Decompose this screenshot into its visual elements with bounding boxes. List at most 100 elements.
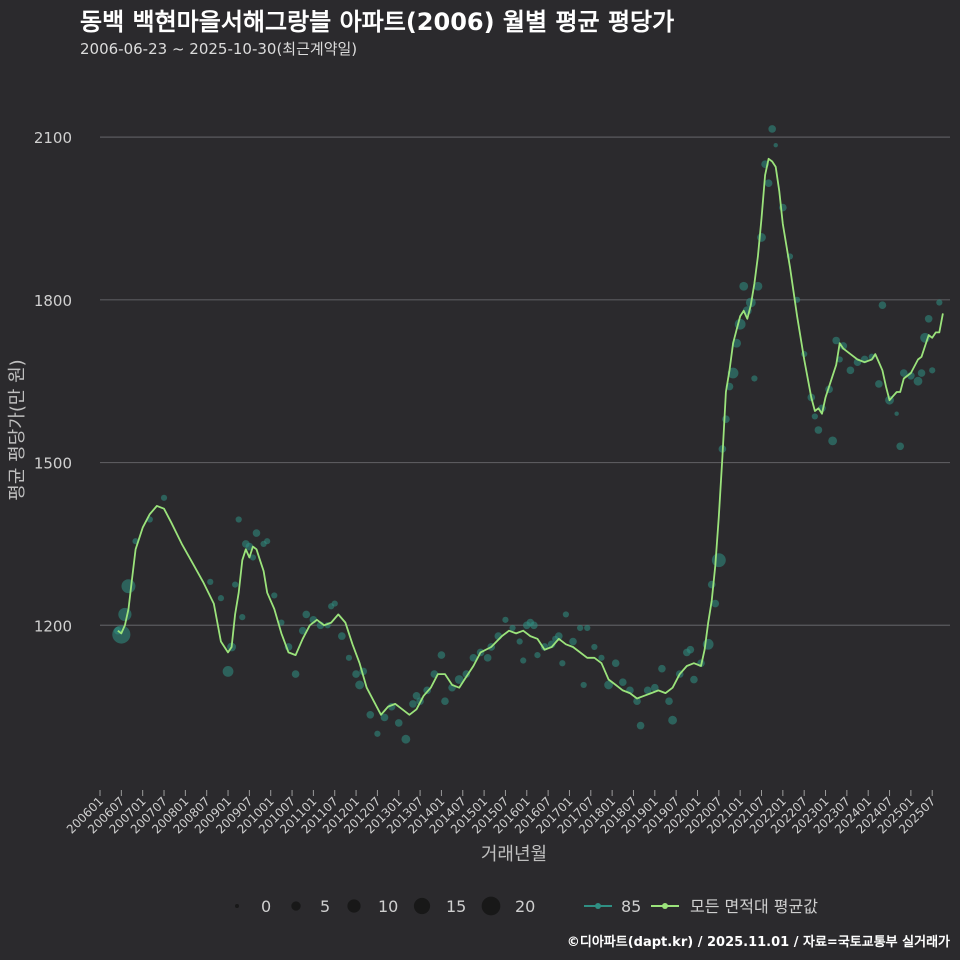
legend-key-85-dot (595, 903, 601, 909)
y-tick-label: 2100 (34, 129, 72, 147)
size-legend-label: 5 (320, 897, 330, 916)
data-point (764, 179, 773, 188)
data-point (773, 143, 778, 148)
data-point (846, 366, 855, 375)
chart-title: 동백 백현마을서해그랑블 아파트(2006) 월별 평균 평당가 (80, 8, 675, 36)
data-point (739, 281, 749, 291)
data-point (366, 710, 375, 719)
data-point (690, 675, 698, 684)
data-point (611, 659, 620, 668)
size-legend-label: 15 (446, 897, 466, 916)
data-point (249, 554, 257, 561)
data-point (355, 680, 365, 690)
data-point (409, 700, 417, 708)
data-point (559, 660, 566, 667)
data-point (757, 233, 766, 242)
y-tick-label: 1800 (34, 292, 72, 310)
data-point (577, 624, 584, 632)
data-point (483, 654, 492, 662)
data-point (298, 626, 307, 635)
data-point (658, 664, 666, 673)
data-point (751, 375, 758, 382)
data-point (469, 654, 478, 662)
data-point (913, 376, 923, 386)
data-point (121, 579, 136, 594)
data-point (502, 616, 509, 623)
data-point (598, 654, 605, 661)
data-point (222, 665, 234, 677)
legend-key-average-dot (662, 903, 668, 909)
data-point (917, 369, 926, 377)
data-point (811, 413, 818, 420)
data-point (665, 697, 673, 706)
x-axis-label: 거래년월 (481, 844, 547, 865)
data-point (899, 369, 908, 377)
y-tick-label: 1500 (34, 455, 72, 473)
data-point (534, 651, 541, 659)
size-legend-dot (291, 901, 301, 911)
size-legend-dot (413, 897, 431, 915)
legend-label-average: 모든 면적대 평균값 (690, 897, 818, 916)
data-point (352, 670, 360, 678)
data-point (530, 621, 538, 630)
size-legend-label: 20 (515, 897, 535, 916)
data-point (591, 643, 598, 651)
data-point (437, 651, 446, 659)
data-point (278, 619, 285, 626)
average-line (117, 157, 944, 716)
data-point (291, 670, 300, 678)
data-point (878, 301, 887, 310)
data-point (509, 624, 516, 632)
size-legend-dot (347, 899, 361, 913)
data-point (554, 632, 563, 640)
data-point (604, 680, 613, 690)
data-point (374, 730, 381, 737)
data-point (380, 713, 389, 722)
size-legend-label: 10 (378, 897, 398, 916)
data-point (584, 624, 591, 632)
data-point (462, 670, 471, 678)
data-point (711, 599, 720, 608)
data-point (160, 494, 168, 501)
data-point (441, 697, 449, 706)
data-point (711, 553, 726, 568)
data-point (401, 734, 411, 744)
data-point (569, 637, 577, 646)
data-point (245, 542, 254, 551)
data-point (814, 426, 823, 434)
data-point (394, 719, 403, 727)
data-point (828, 436, 838, 446)
chart-subtitle: 2006-06-23 ~ 2025-10-30(최근계약일) (80, 40, 358, 58)
data-point (894, 411, 899, 416)
data-point (643, 686, 652, 695)
data-point (338, 632, 346, 640)
data-point (722, 415, 730, 423)
data-point (753, 281, 763, 291)
data-point (686, 645, 695, 654)
data-point (832, 336, 841, 345)
y-tick-label: 1200 (34, 617, 72, 635)
size-legend-dot (235, 904, 239, 908)
data-point (875, 380, 883, 388)
data-point (345, 654, 353, 661)
data-point (516, 638, 523, 645)
data-point (239, 614, 246, 621)
data-point (936, 299, 943, 306)
data-point (633, 697, 641, 706)
data-point (207, 578, 214, 585)
size-legend-dot (481, 896, 501, 916)
data-point (271, 592, 278, 599)
data-point (768, 125, 776, 133)
data-point (252, 529, 261, 537)
data-point (668, 715, 677, 725)
data-point (636, 721, 645, 730)
data-point (929, 367, 936, 374)
data-point (118, 607, 132, 622)
data-point (112, 625, 131, 644)
data-point (235, 516, 242, 523)
y-axis-label: 평균 평당가(만 원) (7, 359, 28, 500)
data-point (264, 538, 271, 545)
data-point (896, 442, 905, 451)
data-point (924, 314, 933, 323)
